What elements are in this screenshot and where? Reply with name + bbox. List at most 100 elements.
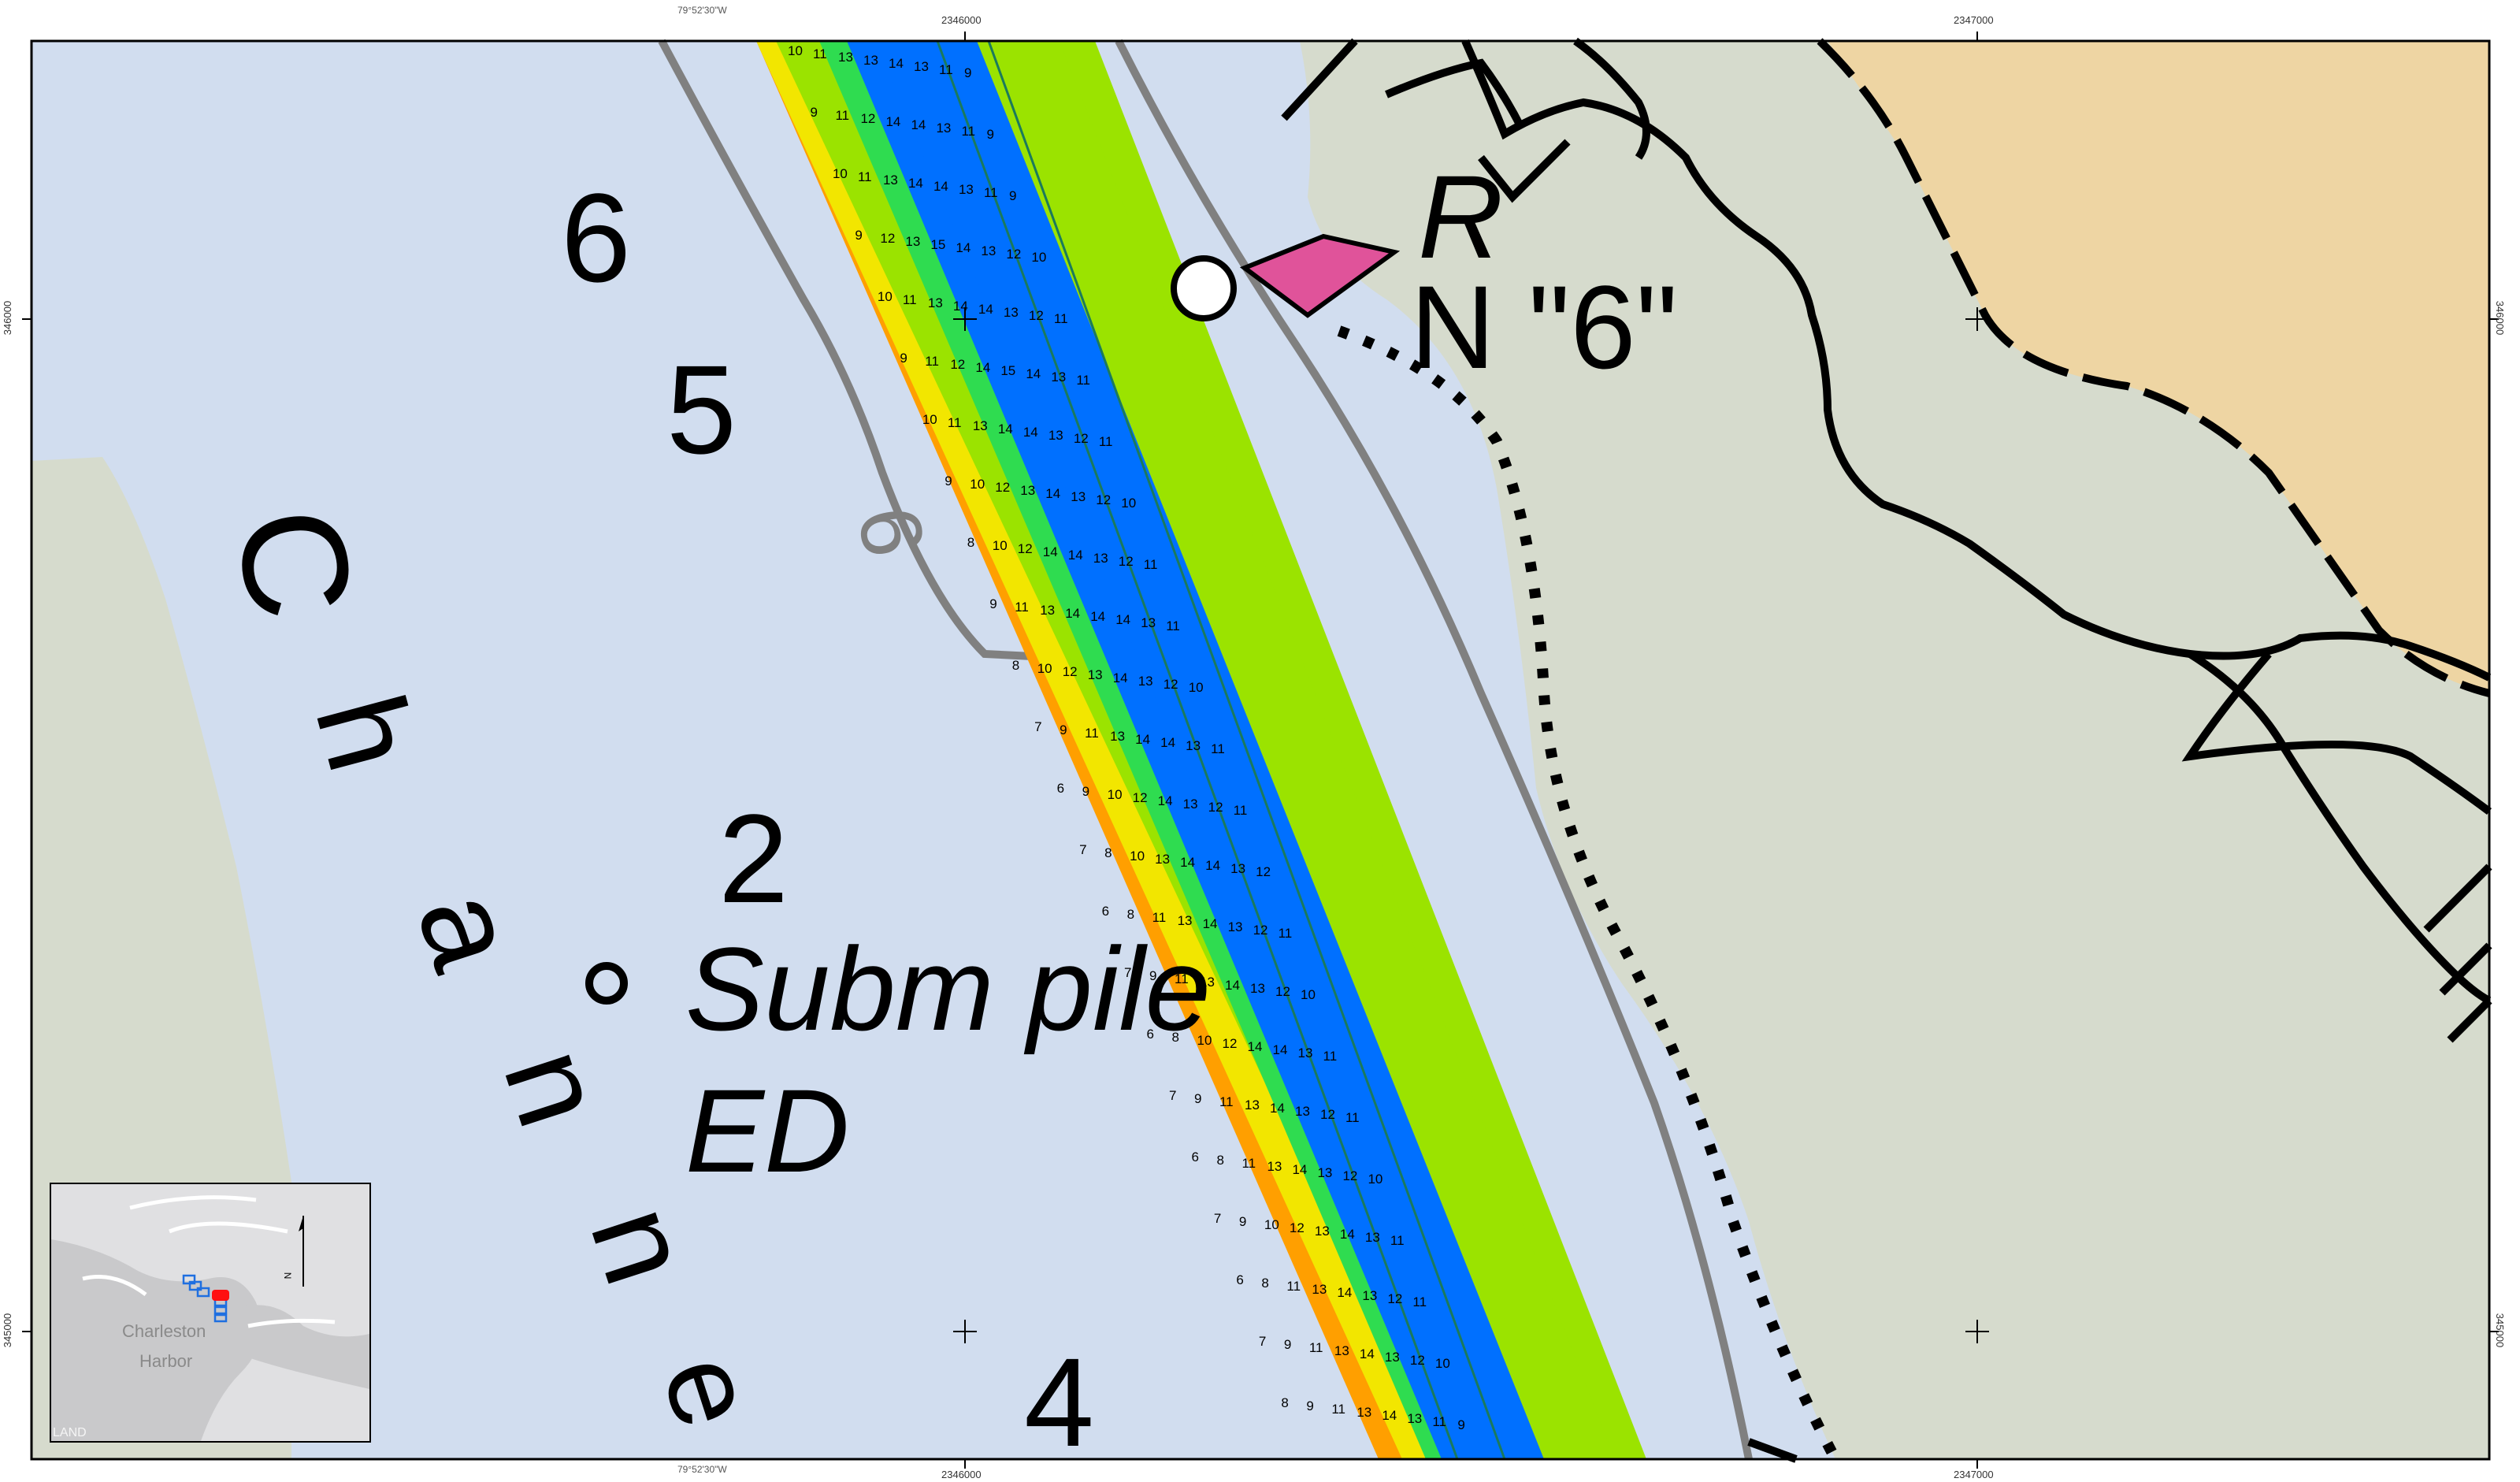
depth-sounding: 13: [1317, 1165, 1332, 1180]
depth-sounding: 6: [1147, 1027, 1154, 1042]
depth-sounding: 9: [989, 596, 996, 611]
depth-sounding: 14: [911, 117, 926, 132]
inset-label-charleston: Charleston: [122, 1321, 206, 1341]
depth-sounding: 11: [1234, 803, 1248, 818]
depth-sounding: 14: [1068, 548, 1083, 563]
depth-sounding: 14: [1113, 670, 1128, 685]
depth-sounding: 10: [878, 289, 893, 304]
inset-water-2: [232, 1305, 369, 1389]
buoy-label-n6: N "6": [1410, 261, 1678, 393]
inset-label-land: LAND: [53, 1426, 87, 1439]
depth-sounding: 13: [883, 173, 898, 188]
depth-sounding: 9: [1457, 1417, 1464, 1432]
depth-sounding: 13: [1365, 1230, 1380, 1245]
depth-sounding: 9: [1060, 722, 1067, 737]
depth-sounding: 12: [1223, 1036, 1238, 1051]
depth-sounding: 12: [1006, 247, 1021, 262]
depth-sounding: 11: [961, 124, 975, 139]
left-northing-1: 346000: [2, 300, 14, 336]
depth-sounding: 14: [1340, 1227, 1355, 1242]
depth-sounding: 9: [1194, 1091, 1201, 1106]
depth-sounding: 14: [1160, 735, 1175, 750]
depth-sounding: 12: [1096, 492, 1111, 507]
sounding-4: 4: [1024, 1332, 1094, 1473]
contour-line-right: [1115, 39, 1753, 1460]
depth-sounding: 11: [925, 354, 939, 369]
depth-sounding: 10: [1108, 787, 1123, 802]
depth-sounding: 12: [860, 111, 875, 126]
frame-ticks: [22, 32, 2499, 1469]
depth-sounding: 6: [1102, 904, 1109, 919]
depth-sounding: 11: [1345, 1110, 1360, 1125]
depth-sounding: 11: [939, 62, 953, 77]
inset-locator-map[interactable]: N Charleston Harbor LAND: [50, 1183, 371, 1443]
buoy-label-r: R: [1418, 150, 1504, 283]
depth-sounding: 12: [1410, 1353, 1425, 1368]
depth-sounding: 15: [930, 237, 945, 252]
inset-north-letter: N: [282, 1272, 294, 1280]
depth-sounding: 14: [885, 114, 900, 129]
marsh-tick-3: [1478, 139, 1571, 203]
depth-sounding: 13: [1071, 489, 1086, 504]
depth-sounding: 13: [1230, 861, 1245, 876]
depth-sounding: 13: [1245, 1098, 1260, 1112]
bottom-easting-2: 2347000: [1954, 1469, 1994, 1480]
depth-sounding: 13: [981, 243, 996, 258]
depth-sounding: 14: [956, 240, 971, 255]
depth-sounding: 12: [1387, 1291, 1402, 1306]
subm-pile-symbol[interactable]: [585, 962, 628, 1005]
depth-sounding: 14: [998, 422, 1013, 436]
depth-sounding: 14: [908, 176, 923, 191]
buoy-circle[interactable]: [1171, 255, 1237, 321]
depth-sounding: 11: [1175, 971, 1189, 986]
depth-sounding: 14: [1273, 1042, 1288, 1057]
depth-sounding: 6: [1191, 1150, 1198, 1164]
depth-sounding: 7: [1259, 1334, 1266, 1349]
depth-sounding: 11: [1219, 1094, 1234, 1109]
sounding-6: 6: [561, 167, 631, 308]
depth-sounding: 11: [984, 185, 998, 200]
depth-sounding: 11: [948, 415, 962, 430]
depth-sounding: 8: [1216, 1153, 1223, 1168]
depth-sounding: 11: [1144, 557, 1158, 572]
depth-sounding: 11: [1054, 311, 1068, 326]
depth-sounding: 14: [1225, 978, 1240, 993]
depth-sounding: 10: [993, 538, 1008, 553]
sounding-2: 2: [718, 788, 789, 929]
depth-sounding: 9: [964, 65, 971, 80]
right-northing-1: 346000: [2494, 300, 2507, 336]
depth-sounding: 12: [1074, 431, 1089, 446]
depth-sounding: 7: [1034, 719, 1041, 734]
depth-sounding: 6: [1057, 781, 1064, 796]
map-frame: [30, 39, 2491, 1461]
depth-sounding: 9: [945, 474, 952, 488]
depth-sounding: 13: [1200, 975, 1215, 990]
depth-sounding: 13: [1110, 729, 1125, 744]
channel-centerline-1: [936, 40, 1459, 1460]
depth-sounding: 8: [1261, 1276, 1268, 1291]
north-arrow-head: [299, 1216, 303, 1231]
depth-sounding: 11: [1152, 910, 1167, 925]
inset-roads: [82, 1195, 336, 1328]
depth-sounding: 14: [978, 302, 993, 317]
channel-centerline-2: [987, 40, 1506, 1460]
depth-sounding: 10: [970, 477, 985, 492]
depth-sounding: 9: [986, 127, 993, 142]
depth-sounding: 10: [1264, 1217, 1279, 1232]
depth-sounding: 13: [1020, 483, 1035, 498]
depth-sounding: 14: [1270, 1101, 1285, 1116]
buoy-diamond[interactable]: [1239, 233, 1401, 318]
marsh-tick-2: [1281, 38, 1798, 1463]
depth-sounding: 8: [1104, 845, 1112, 860]
depth-sounding: 13: [928, 295, 943, 310]
contour-line-left: [658, 39, 1064, 662]
depth-sounding: 13: [1093, 551, 1108, 566]
depth-sounding: 13: [1051, 370, 1066, 384]
depth-sounding: 10: [1121, 496, 1136, 511]
depth-sounding: 13: [905, 234, 920, 249]
depth-sounding: 14: [1360, 1346, 1375, 1361]
depth-sounding: 8: [967, 535, 974, 550]
depth-sounding: 13: [1183, 797, 1198, 812]
depth-sounding: 12: [1342, 1168, 1357, 1183]
